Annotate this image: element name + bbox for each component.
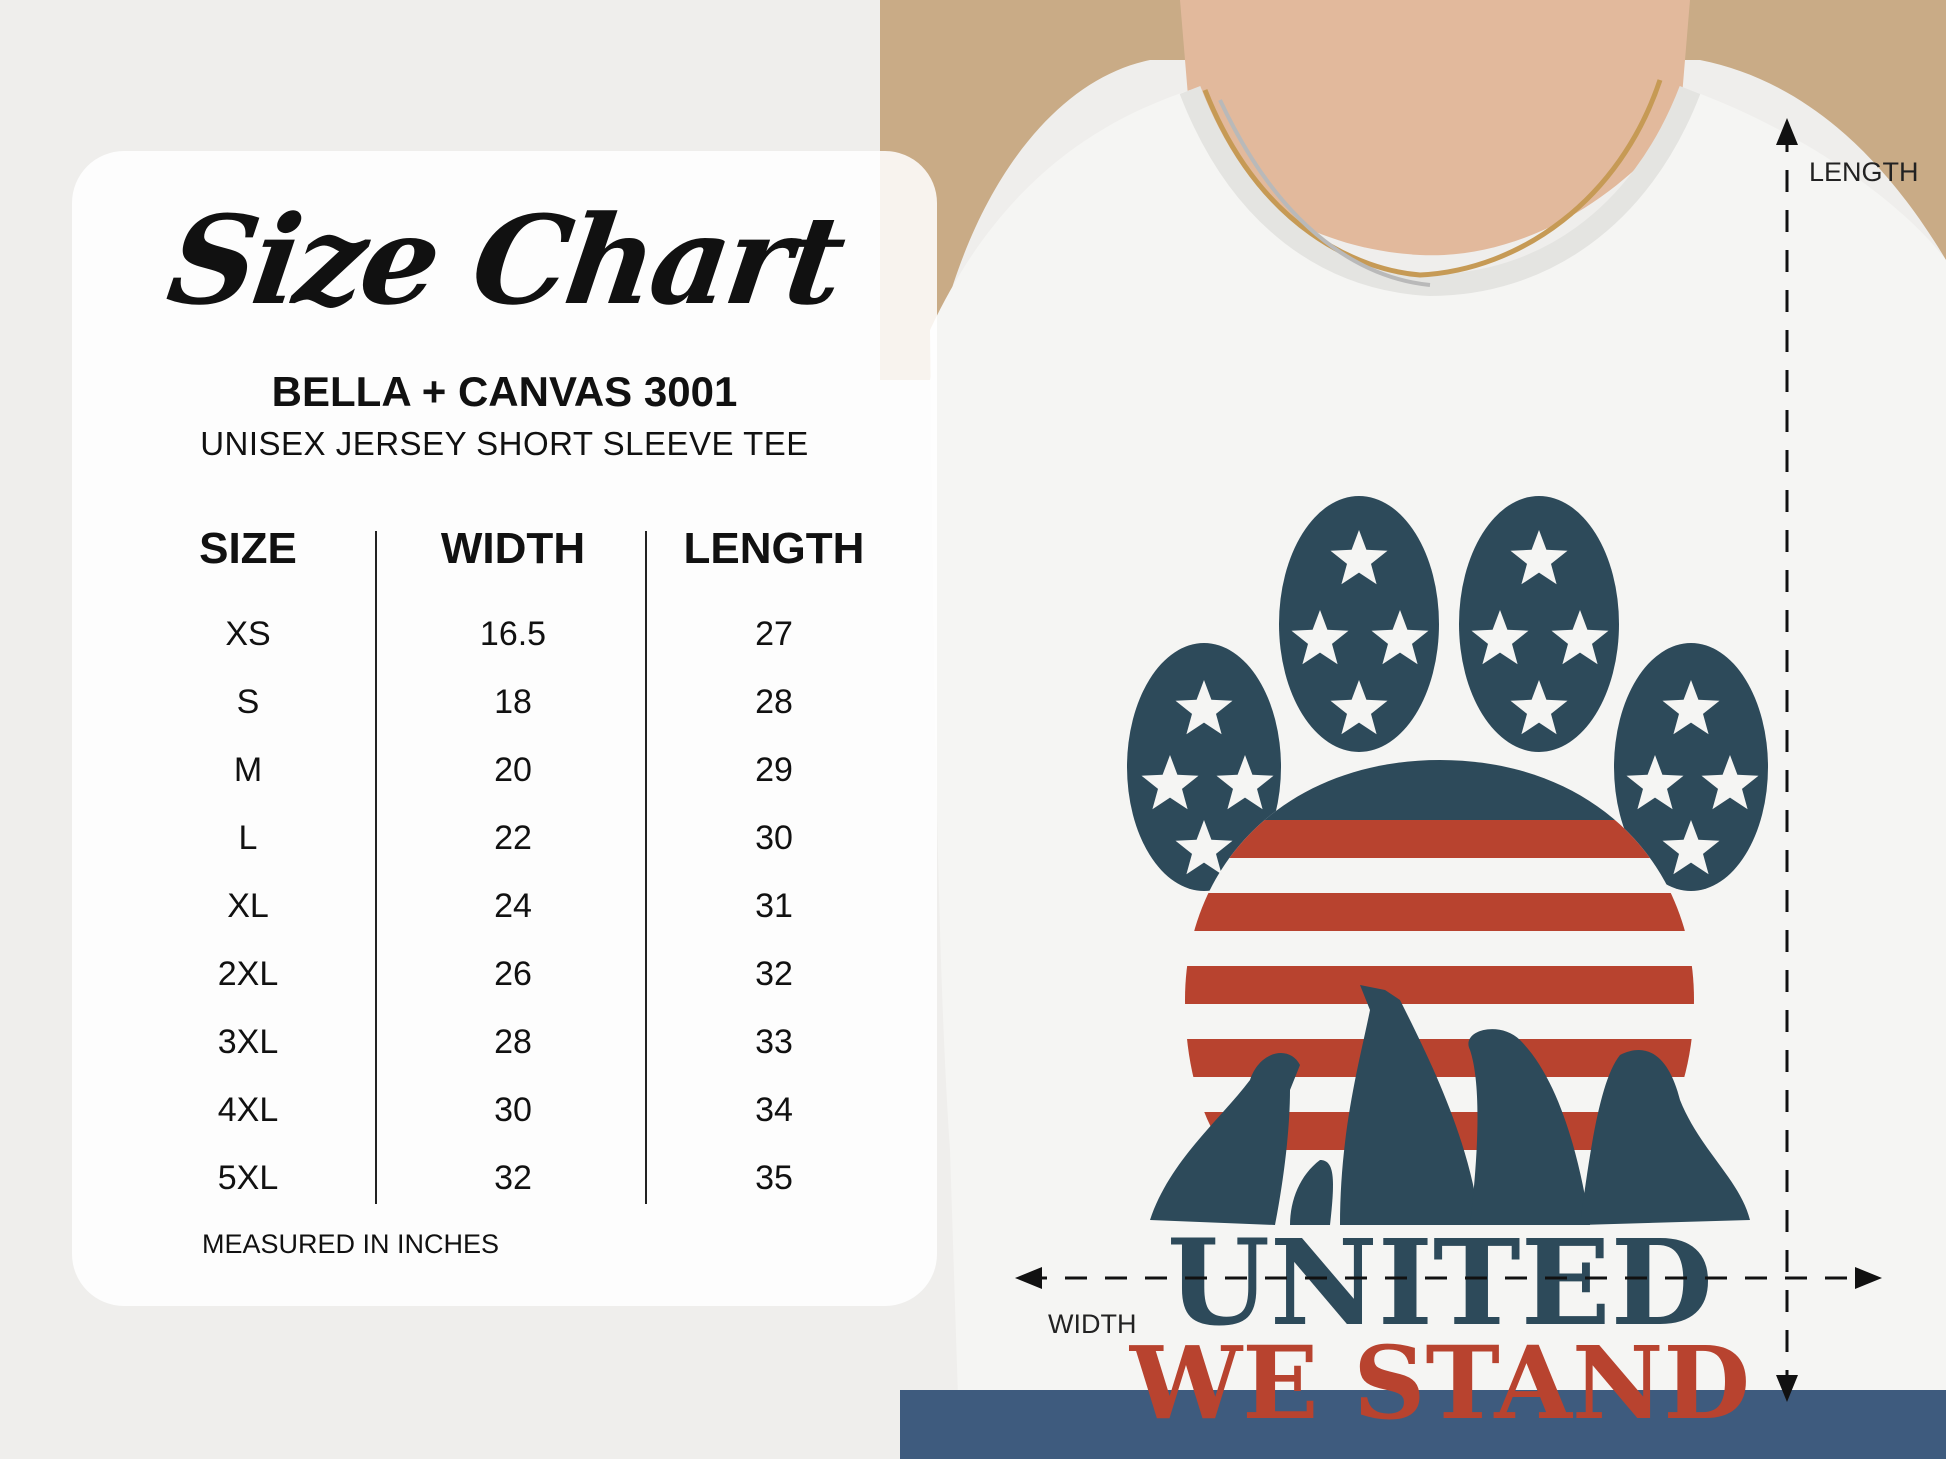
column-divider — [645, 531, 647, 1204]
star-icon — [1175, 820, 1233, 875]
dog-silhouettes — [1150, 985, 1750, 1225]
width-arrow — [1015, 1267, 1882, 1289]
cell-width: 32 — [494, 1159, 532, 1197]
star-icon — [1141, 755, 1199, 810]
paw-print — [1127, 496, 1768, 891]
shirt-print-united: UNITED — [1167, 1213, 1713, 1352]
cell-size: XS — [225, 615, 271, 653]
cell-width: 28 — [494, 1023, 532, 1061]
star-icon — [1551, 610, 1609, 665]
cell-length: 35 — [755, 1159, 793, 1197]
header-length: LENGTH — [683, 524, 865, 573]
cell-length: 33 — [755, 1023, 793, 1061]
cell-width: 16.5 — [479, 615, 547, 653]
cell-width: 26 — [494, 955, 532, 993]
cell-length: 27 — [755, 615, 793, 653]
star-icon — [1330, 680, 1388, 735]
brand-name: BELLA + CANVAS 3001 — [271, 368, 738, 415]
cell-length: 28 — [755, 683, 793, 721]
cell-size: 3XL — [217, 1023, 279, 1061]
cell-width: 24 — [494, 887, 532, 925]
cell-size: S — [236, 683, 260, 721]
cell-size: XL — [227, 887, 269, 925]
star-icon — [1662, 680, 1720, 735]
cell-length: 30 — [755, 819, 793, 857]
hair — [880, 0, 1946, 380]
cell-size: 4XL — [217, 1091, 279, 1129]
star-icon — [1371, 610, 1429, 665]
necklace — [1202, 79, 1663, 278]
length-arrow — [1776, 118, 1798, 1402]
header-size: SIZE — [199, 524, 297, 573]
jeans — [900, 1390, 1946, 1459]
star-icon — [1216, 755, 1274, 810]
cell-width: 30 — [494, 1091, 532, 1129]
star-icon — [1175, 680, 1233, 735]
cell-length: 34 — [755, 1091, 793, 1129]
size-chart-title: Size Chart — [160, 188, 850, 332]
star-icon — [1471, 610, 1529, 665]
product-name: UNISEX JERSEY SHORT SLEEVE TEE — [200, 425, 809, 462]
cell-width: 20 — [494, 751, 532, 789]
star-icon — [1510, 530, 1568, 585]
cell-width: 18 — [494, 683, 532, 721]
cell-size: L — [238, 819, 258, 857]
column-divider — [375, 531, 377, 1204]
neck — [1180, 0, 1690, 256]
star-icon — [1291, 610, 1349, 665]
star-icon — [1330, 530, 1388, 585]
cell-size: 2XL — [217, 955, 279, 993]
cell-size: 5XL — [217, 1159, 279, 1197]
shirt-print-we-stand: WE STAND — [1129, 1324, 1750, 1442]
width-label: WIDTH — [1048, 1309, 1137, 1339]
cell-length: 32 — [755, 955, 793, 993]
cell-length: 31 — [755, 887, 793, 925]
cell-size: M — [233, 751, 263, 789]
size-chart-panel — [72, 151, 937, 1306]
cell-length: 29 — [755, 751, 793, 789]
length-label: LENGTH — [1809, 157, 1919, 187]
star-icon — [1701, 755, 1759, 810]
measurement-note: MEASURED IN INCHES — [202, 1229, 500, 1259]
star-icon — [1510, 680, 1568, 735]
star-icon — [1626, 755, 1684, 810]
header-width: WIDTH — [440, 524, 586, 573]
star-icon — [1662, 820, 1720, 875]
cell-width: 22 — [494, 819, 532, 857]
